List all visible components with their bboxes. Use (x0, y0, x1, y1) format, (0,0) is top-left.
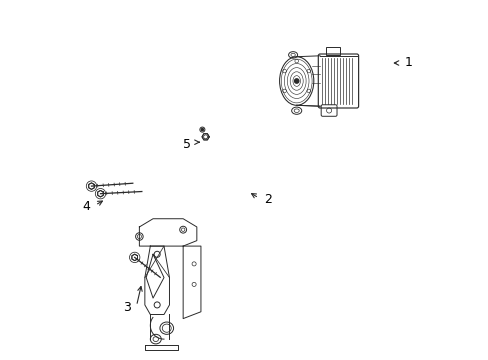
Text: 3: 3 (123, 301, 131, 314)
Text: 2: 2 (264, 193, 271, 206)
Polygon shape (98, 190, 103, 197)
Polygon shape (132, 254, 137, 261)
Text: 4: 4 (82, 201, 90, 213)
Circle shape (294, 79, 298, 83)
Polygon shape (88, 183, 94, 189)
Circle shape (201, 129, 203, 131)
Polygon shape (202, 134, 209, 140)
Text: 5: 5 (183, 138, 190, 150)
Text: 1: 1 (404, 57, 411, 69)
